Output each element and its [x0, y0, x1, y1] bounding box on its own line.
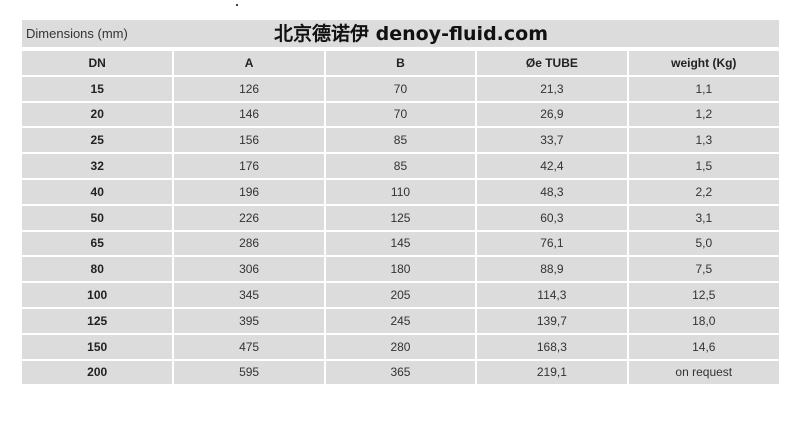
table-cell: 88,9	[475, 255, 629, 284]
table-cell: 40	[22, 177, 175, 206]
table-cell: 50	[22, 203, 175, 232]
table-cell: 126	[172, 74, 326, 103]
table-cell: 114,3	[475, 281, 629, 309]
table-cell: 3,1	[626, 203, 779, 232]
table-cell: 70	[323, 100, 478, 129]
table-cell: 42,4	[475, 152, 629, 180]
table-row: 20 146 70 26,9 1,2	[22, 100, 779, 129]
watermark: 北京德诺伊 denoy-fluid.com	[274, 23, 549, 45]
table-row: 200 595 365 219,1 on request	[22, 358, 779, 387]
table-cell: 76,1	[475, 229, 629, 258]
table-cell: 139,7	[475, 306, 629, 335]
dimensions-table-container: Dimensions (mm) DN A B Øe TUBE weight (Kg) 1…	[22, 20, 779, 387]
table-cell: 176	[172, 152, 326, 180]
table-row: 25 156 85 33,7 1,3	[22, 126, 779, 155]
table-cell: 70	[323, 74, 478, 103]
table-cell: 1,1	[626, 74, 779, 103]
stray-dot	[236, 4, 238, 6]
table-cell: 395	[172, 306, 326, 335]
column-header: DN	[22, 49, 175, 77]
table-cell: 150	[22, 332, 175, 361]
table-row: 100 345 205 114,3 12,5	[22, 281, 779, 309]
table-cell: 219,1	[475, 358, 629, 387]
table-cell: 5,0	[626, 229, 779, 258]
table-cell: 168,3	[475, 332, 629, 361]
table-cell: 1,5	[626, 152, 779, 180]
table-row: 125 395 245 139,7 18,0	[22, 306, 779, 335]
table-cell: 85	[323, 152, 478, 180]
table-cell: 595	[172, 358, 326, 387]
column-header: weight (Kg)	[626, 49, 779, 77]
table-cell: 125	[323, 203, 478, 232]
table-row: 32 176 85 42,4 1,5	[22, 152, 779, 180]
table-cell: 365	[323, 358, 478, 387]
table-cell: 110	[323, 177, 478, 206]
column-header: B	[323, 49, 478, 77]
table-cell: 286	[172, 229, 326, 258]
table-cell: 226	[172, 203, 326, 232]
table-cell: 205	[323, 281, 478, 309]
table-cell: on request	[626, 358, 779, 387]
table-cell: 21,3	[475, 74, 629, 103]
table-cell: 33,7	[475, 126, 629, 155]
table-row: 40 196 110 48,3 2,2	[22, 177, 779, 206]
table-cell: 1,2	[626, 100, 779, 129]
table-cell: 85	[323, 126, 478, 155]
table-cell: 345	[172, 281, 326, 309]
table-title: Dimensions (mm)	[22, 20, 779, 49]
table-cell: 48,3	[475, 177, 629, 206]
table-cell: 100	[22, 281, 175, 309]
table-cell: 80	[22, 255, 175, 284]
table-row: 15 126 70 21,3 1,1	[22, 74, 779, 103]
table-cell: 18,0	[626, 306, 779, 335]
column-header: Øe TUBE	[475, 49, 629, 77]
table-cell: 15	[22, 74, 175, 103]
table-cell: 145	[323, 229, 478, 258]
table-cell: 125	[22, 306, 175, 335]
table-cell: 146	[172, 100, 326, 129]
table-row: 80 306 180 88,9 7,5	[22, 255, 779, 284]
table-cell: 25	[22, 126, 175, 155]
table-cell: 65	[22, 229, 175, 258]
table-cell: 14,6	[626, 332, 779, 361]
table-cell: 156	[172, 126, 326, 155]
table-cell: 20	[22, 100, 175, 129]
table-row: 65 286 145 76,1 5,0	[22, 229, 779, 258]
table-cell: 60,3	[475, 203, 629, 232]
table-cell: 200	[22, 358, 175, 387]
header-row: DN A B Øe TUBE weight (Kg)	[22, 49, 779, 77]
table-cell: 7,5	[626, 255, 779, 284]
table-row: 50 226 125 60,3 3,1	[22, 203, 779, 232]
table-cell: 196	[172, 177, 326, 206]
column-header: A	[172, 49, 326, 77]
table-cell: 12,5	[626, 281, 779, 309]
table-cell: 1,3	[626, 126, 779, 155]
table-row: 150 475 280 168,3 14,6	[22, 332, 779, 361]
table-cell: 180	[323, 255, 478, 284]
table-cell: 2,2	[626, 177, 779, 206]
table-cell: 475	[172, 332, 326, 361]
table-cell: 32	[22, 152, 175, 180]
table-cell: 280	[323, 332, 478, 361]
table-cell: 306	[172, 255, 326, 284]
table-cell: 26,9	[475, 100, 629, 129]
dimensions-table: DN A B Øe TUBE weight (Kg) 15 126 70 21,3 1,1 20 1…	[22, 49, 779, 387]
table-cell: 245	[323, 306, 478, 335]
